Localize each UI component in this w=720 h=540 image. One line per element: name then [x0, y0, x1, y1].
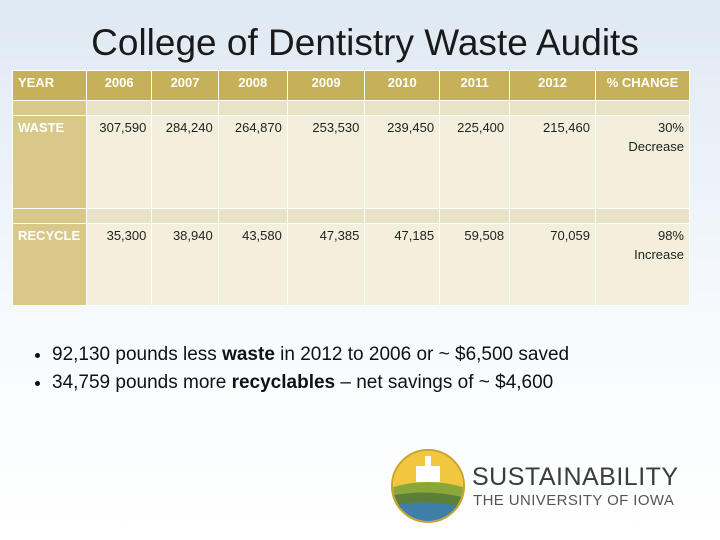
bullet-text: in 2012 to 2006 or ~ $6,500 saved: [274, 344, 570, 365]
bullet-item: 92,130 pounds less waste in 2012 to 2006…: [52, 344, 569, 366]
header-cell: 2006: [85, 70, 153, 101]
value-cell: 47,385: [286, 223, 366, 306]
change-line: 98%: [657, 228, 684, 243]
spacer-cell: [12, 208, 87, 224]
spacer-cell: [151, 100, 219, 116]
change-cell: 30% Decrease: [595, 115, 690, 209]
spacer-cell: [217, 208, 288, 224]
change-line: Decrease: [628, 139, 684, 154]
value-cell: 47,185: [364, 223, 441, 306]
bullet-text: 34,759 pounds more: [52, 372, 232, 393]
value-cell: 307,590: [85, 115, 153, 209]
spacer-cell: [439, 100, 511, 116]
bullet-list: 92,130 pounds less waste in 2012 to 2006…: [28, 344, 569, 400]
value-cell: 35,300: [85, 223, 153, 306]
value-cell: 253,530: [286, 115, 366, 209]
bullet-text: – net savings of ~ $4,600: [335, 372, 554, 393]
spacer-cell: [364, 100, 441, 116]
header-row: YEAR 2006 2007 2008 2009 2010 2011 2012% CHANGE: [12, 70, 690, 101]
spacer-row: [12, 100, 690, 116]
spacer-cell: [439, 208, 511, 224]
value-cell: 70,059: [509, 223, 596, 306]
logo-name: SUSTAINABILITY: [472, 463, 679, 491]
spacer-cell: [595, 208, 690, 224]
value-cell: 239,450: [364, 115, 441, 209]
bullet-text: recyclables: [231, 372, 336, 393]
row-label: RECYCLE: [12, 223, 87, 306]
spacer-cell: [151, 208, 219, 224]
spacer-cell: [85, 208, 153, 224]
bullet-text: waste: [222, 344, 275, 365]
header-cell: 2009: [286, 70, 366, 101]
logo-emblem: [391, 449, 465, 523]
data-row: RECYCLE 35,300 38,940 43,580 47,385 47,185 59,…: [12, 223, 690, 306]
change-line: Increase: [634, 247, 684, 262]
spacer-cell: [12, 100, 87, 116]
audit-table: YEAR 2006 2007 2008 2009 2010 2011 2012% CHANGE…: [12, 70, 690, 306]
header-cell: 2007: [151, 70, 219, 101]
header-cell: YEAR: [12, 70, 87, 101]
change-line: 30%: [657, 120, 684, 135]
data-row: WASTE 307,590 284,240 264,870 253,530 239,450…: [12, 115, 690, 209]
spacer-cell: [509, 100, 596, 116]
bullet-text: 92,130 pounds less: [52, 344, 223, 365]
row-label: WASTE: [12, 115, 87, 209]
change-cell: 98% Increase: [595, 223, 690, 306]
spacer-cell: [364, 208, 441, 224]
spacer-cell: [85, 100, 153, 116]
spacer-cell: [286, 208, 366, 224]
header-cell: 2008: [217, 70, 288, 101]
logo-subtitle: THE UNIVERSITY OF IOWA: [473, 492, 675, 509]
value-cell: 284,240: [151, 115, 219, 209]
header-cell: 2012: [509, 70, 596, 101]
header-cell: 2010: [364, 70, 441, 101]
spacer-row: [12, 208, 690, 224]
table-body: WASTE 307,590 284,240 264,870 253,530 239,450…: [12, 100, 690, 306]
spacer-cell: [595, 100, 690, 116]
value-cell: 225,400: [439, 115, 511, 209]
value-cell: 43,580: [217, 223, 288, 306]
header-cell: 2011: [439, 70, 511, 101]
spacer-cell: [509, 208, 596, 224]
value-cell: 59,508: [439, 223, 511, 306]
spacer-cell: [286, 100, 366, 116]
header-cell: % CHANGE: [595, 70, 690, 101]
value-cell: 215,460: [509, 115, 596, 209]
value-cell: 38,940: [151, 223, 219, 306]
bullet-item: 34,759 pounds more recyclables – net sav…: [52, 372, 569, 394]
value-cell: 264,870: [217, 115, 288, 209]
spacer-cell: [217, 100, 288, 116]
slide-title: College of Dentistry Waste Audits: [91, 22, 639, 63]
